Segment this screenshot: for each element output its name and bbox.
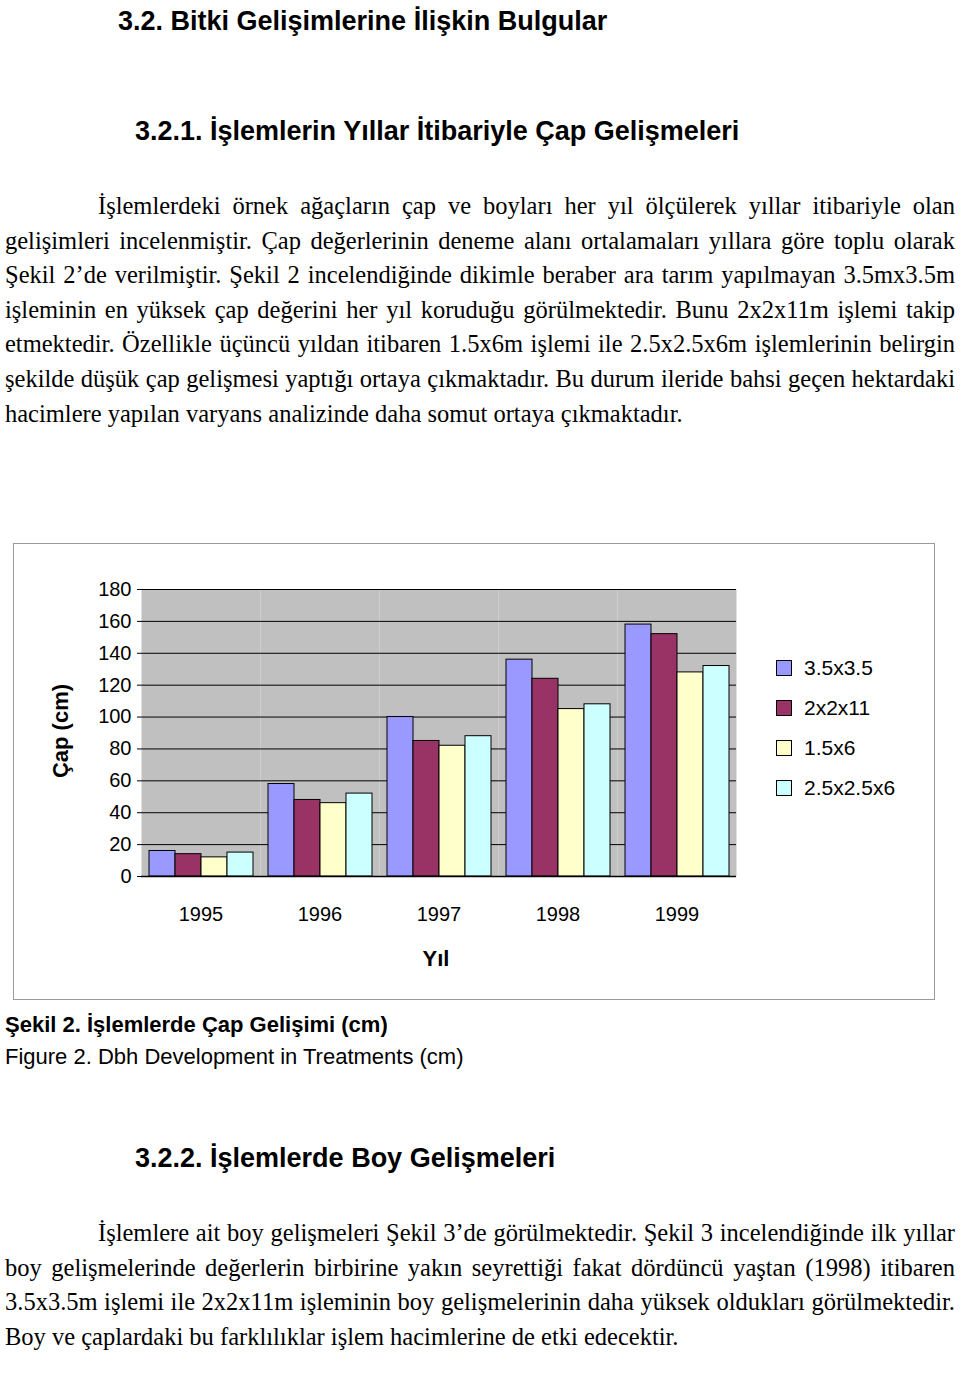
- html-text:İşlemlerdeki örnek ağaçların ç: İşlemlerdeki örnek ağaçların çap ve boyl…: [5, 192, 955, 427]
- html-text:3.2.2. İşlemlerde Boy Gelişmel: 3.2.2. İşlemlerde Boy Gelişmeleri: [135, 1143, 556, 1173]
- svg-text:1995: 1995: [179, 903, 224, 925]
- svg-text:1997: 1997: [417, 903, 462, 925]
- svg-text:20: 20: [109, 833, 131, 855]
- html-text:3.2. Bitki Gelişimlerine İlişk: 3.2. Bitki Gelişimlerine İlişkin Bulgula…: [118, 6, 608, 36]
- html-text:2x2x11: 2x2x11: [804, 696, 871, 719]
- svg-text:60: 60: [109, 769, 131, 791]
- svg-text:160: 160: [98, 610, 131, 632]
- svg-text:40: 40: [109, 801, 131, 823]
- svg-text:80: 80: [109, 737, 131, 759]
- html-text:İşlemlere ait boy gelişmeleri: İşlemlere ait boy gelişmeleri Şekil 3’de…: [5, 1219, 955, 1350]
- html-text:Şekil 2. İşlemlerde Çap Gelişi: Şekil 2. İşlemlerde Çap Gelişimi (cm): [5, 1012, 388, 1037]
- svg-text:180: 180: [98, 578, 131, 600]
- html-text:Yıl: Yıl: [422, 946, 450, 971]
- html-text:3.5x3.5: 3.5x3.5: [804, 656, 873, 679]
- html-text:3.2.1. İşlemlerin Yıllar İtiba: 3.2.1. İşlemlerin Yıllar İtibariyle Çap …: [135, 116, 740, 146]
- svg-text:120: 120: [98, 674, 131, 696]
- html-text:Figure 2. Dbh Development in T: Figure 2. Dbh Development in Treatments …: [5, 1044, 464, 1069]
- svg-text:1998: 1998: [536, 903, 581, 925]
- html-text:Çap (cm): Çap (cm): [48, 683, 73, 779]
- svg-text:1999: 1999: [655, 903, 700, 925]
- html-text:2.5x2.5x6: 2.5x2.5x6: [804, 776, 896, 799]
- svg-text:100: 100: [98, 705, 131, 727]
- html-text:1.5x6: 1.5x6: [804, 736, 856, 759]
- svg-text:140: 140: [98, 642, 131, 664]
- svg-text:0: 0: [120, 865, 131, 887]
- svg-text:1996: 1996: [298, 903, 343, 925]
